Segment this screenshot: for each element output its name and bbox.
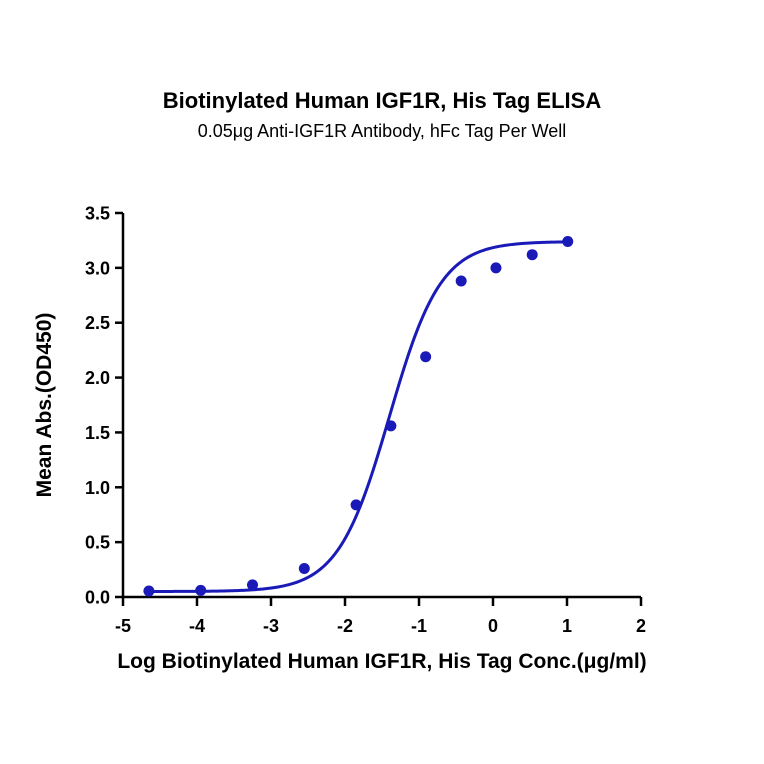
fit-curve-path [148,240,568,593]
x-tick-label: 0 [488,616,498,636]
data-point [385,420,397,432]
y-tick-label: 3.0 [85,258,110,278]
data-point [143,585,155,597]
y-tick-label: 2.0 [85,368,110,388]
data-point [247,579,258,591]
x-tick-label: 2 [636,616,646,636]
chart-title: Biotinylated Human IGF1R, His Tag ELISA [162,88,602,113]
fit-curve [148,240,568,593]
x-tick-label: 1 [562,616,572,636]
y-tick-label: 0.0 [85,588,110,608]
data-point [455,275,467,287]
y-tick-label: 3.5 [85,204,110,224]
data-point [562,236,574,248]
x-tick-label: -5 [115,616,131,636]
x-tick-label: -1 [411,616,427,636]
data-point [298,562,310,574]
y-tick-label: 0.5 [85,533,110,553]
data-point [526,249,538,261]
data-point [420,351,432,363]
y-tick-label: 2.5 [85,313,110,333]
x-tick-label: -3 [263,616,279,636]
y-tick-label: 1.5 [85,423,110,443]
axes: 0.0 0.5 1.0 1.5 2.0 2.5 3.0 3.5 -5 -4 -3 -2 -1 0 1 2 [85,204,646,637]
x-axis-label: Log Biotinylated Human IGF1R, His Tag Co… [117,650,647,673]
y-axis-label: Mean Abs.(OD450) [33,312,56,498]
data-point [195,584,207,596]
y-tick-label: 1.0 [85,478,110,498]
x-tick-label: -2 [337,616,353,636]
data-points [143,236,574,597]
x-tick-label: -4 [189,616,205,636]
chart-subtitle: 0.05μg Anti-IGF1R Antibody, hFc Tag Per … [197,121,567,141]
data-point [350,499,362,511]
data-point [490,262,502,274]
